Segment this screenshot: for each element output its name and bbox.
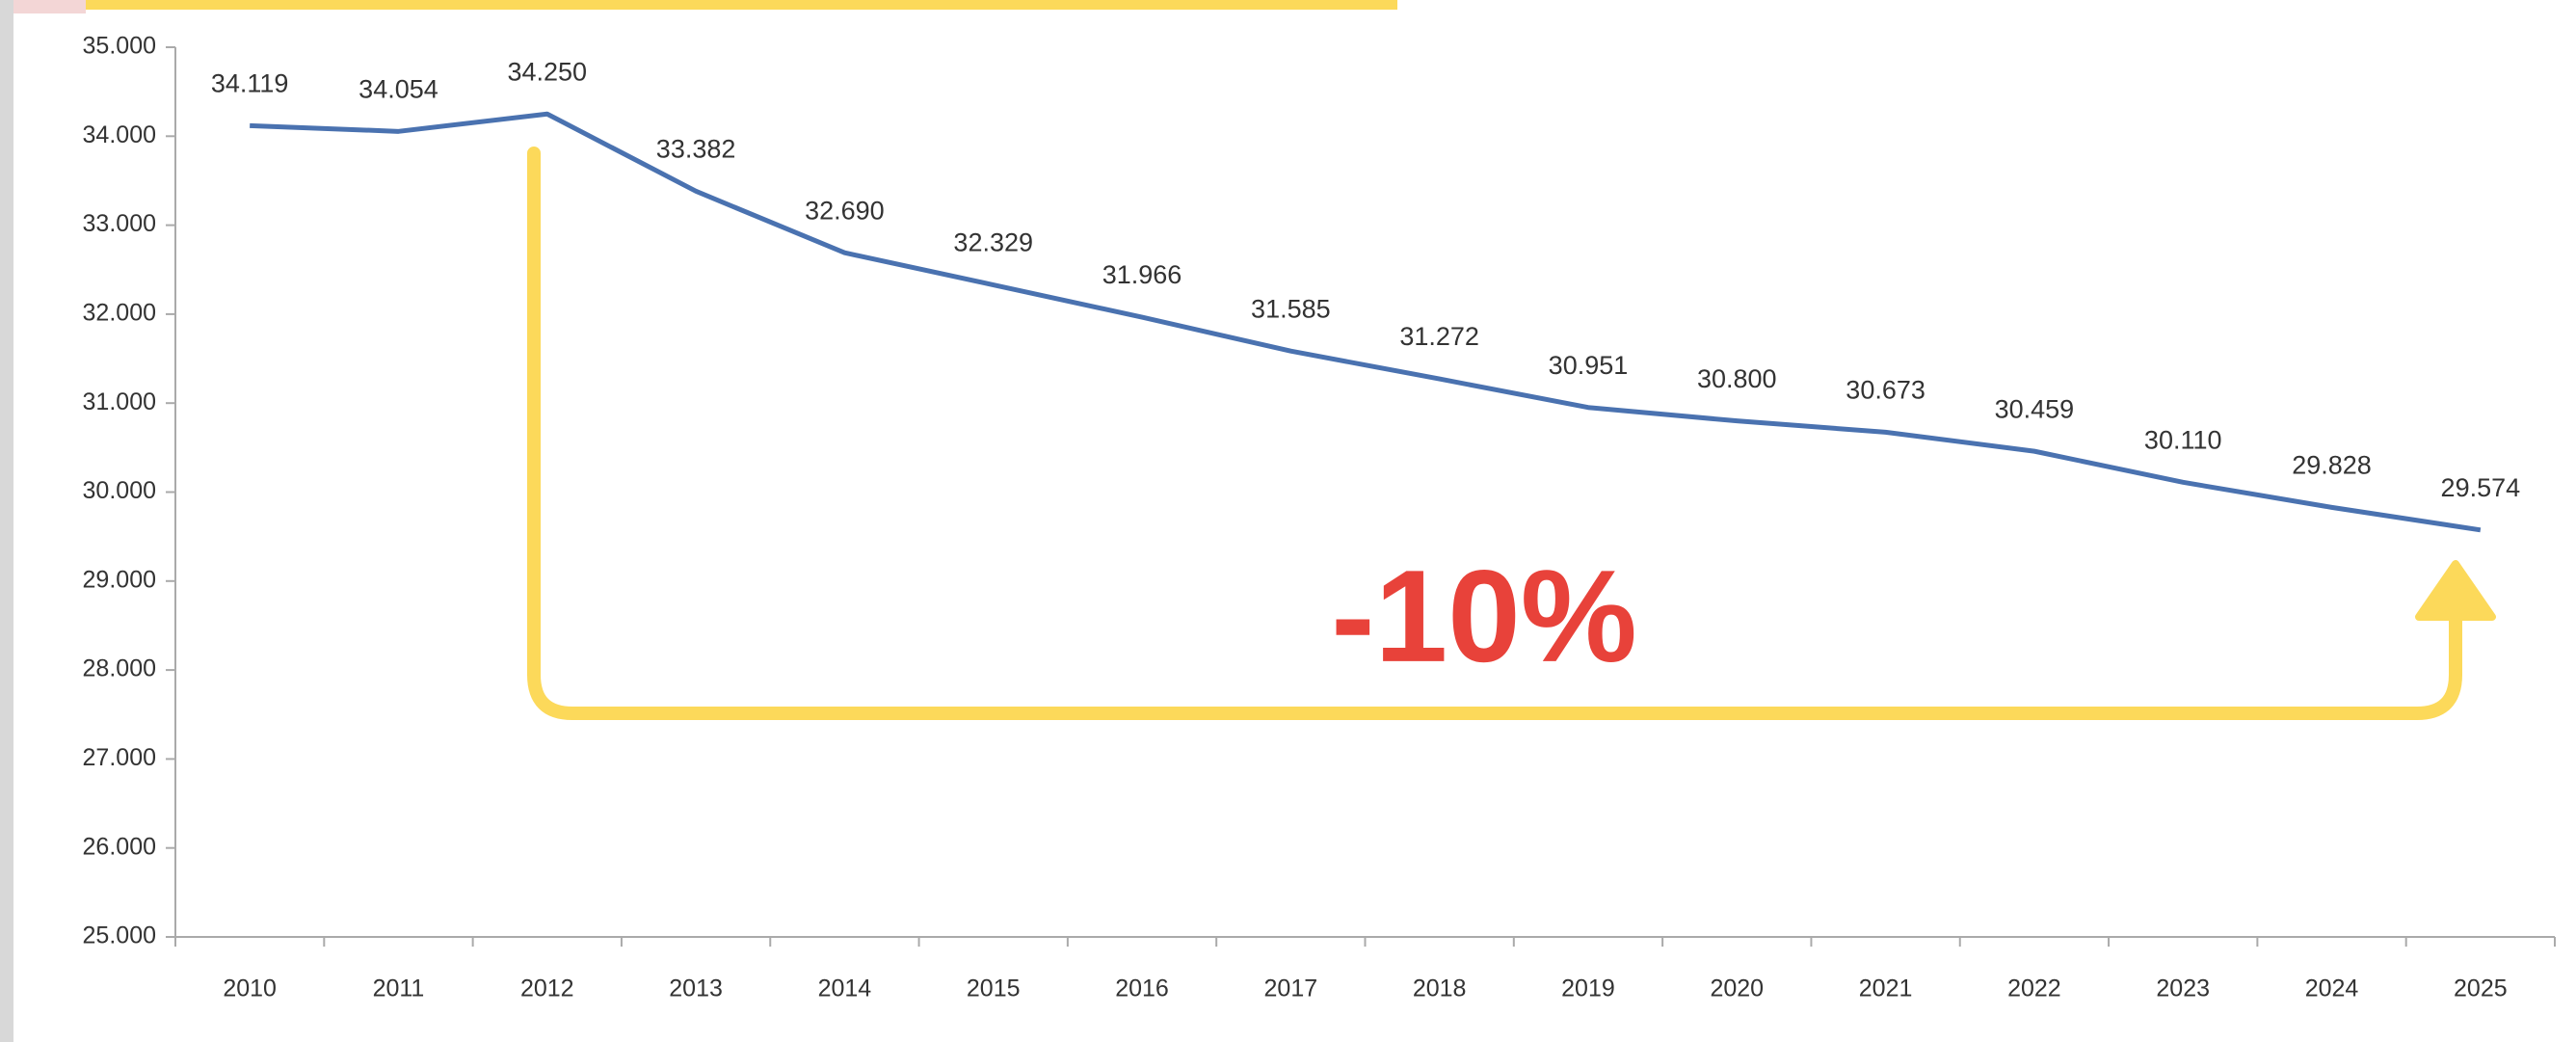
data-label: 31.272 [1399, 322, 1479, 351]
x-tick-label: 2011 [373, 975, 425, 1002]
data-label: 31.966 [1102, 260, 1182, 289]
x-tick-label: 2014 [818, 975, 872, 1002]
y-tick-label: 28.000 [83, 655, 156, 682]
x-tick-label: 2018 [1413, 975, 1467, 1002]
data-label: 30.800 [1697, 364, 1777, 393]
data-label: 30.673 [1846, 376, 1925, 405]
y-tick-label: 26.000 [83, 833, 156, 860]
left-border [0, 0, 13, 1042]
x-tick-label: 2024 [2305, 975, 2359, 1002]
x-tick-label: 2017 [1264, 975, 1318, 1002]
x-tick-label: 2013 [669, 975, 723, 1002]
data-line [250, 111, 2482, 533]
x-tick-label: 2015 [967, 975, 1021, 1002]
data-label: 29.574 [2441, 473, 2521, 502]
data-label: 33.382 [656, 134, 736, 163]
annotation: -10% [1331, 543, 1637, 689]
comparison-arrow [527, 147, 2462, 720]
y-tick-label: 30.000 [83, 477, 156, 504]
data-label: 31.585 [1251, 294, 1331, 323]
y-tick-label: 31.000 [83, 388, 156, 415]
x-tick-label: 2020 [1710, 975, 1764, 1002]
data-label: 30.459 [1995, 394, 2075, 423]
corner-decoration [13, 0, 86, 13]
data-label: 30.951 [1549, 351, 1629, 380]
x-tick-label: 2023 [2156, 975, 2210, 1002]
y-tick-label: 25.000 [83, 922, 156, 949]
x-tick-label: 2012 [520, 975, 574, 1002]
x-tick-label: 2019 [1561, 975, 1615, 1002]
x-tick-label: 2010 [223, 975, 277, 1002]
x-tick-label: 2021 [1859, 975, 1913, 1002]
data-label: 32.690 [805, 196, 885, 225]
y-tick-label: 27.000 [83, 744, 156, 771]
data-label: 32.329 [953, 228, 1033, 257]
data-label: 34.119 [211, 68, 289, 97]
data-label: 34.054 [359, 74, 438, 103]
data-label: 29.828 [2292, 451, 2372, 480]
y-tick-label: 32.000 [83, 300, 156, 327]
x-tick-label: 2016 [1115, 975, 1169, 1002]
y-tick-label: 33.000 [83, 210, 156, 237]
arrow-head [2415, 560, 2496, 621]
data-label: 34.250 [507, 57, 587, 86]
x-tick-label: 2025 [2454, 975, 2508, 1002]
data-label: 30.110 [2144, 425, 2222, 454]
y-tick-label: 35.000 [83, 33, 156, 60]
y-tick-label: 34.000 [83, 121, 156, 148]
x-tick-label: 2022 [2007, 975, 2061, 1002]
y-tick-label: 29.000 [83, 566, 156, 593]
